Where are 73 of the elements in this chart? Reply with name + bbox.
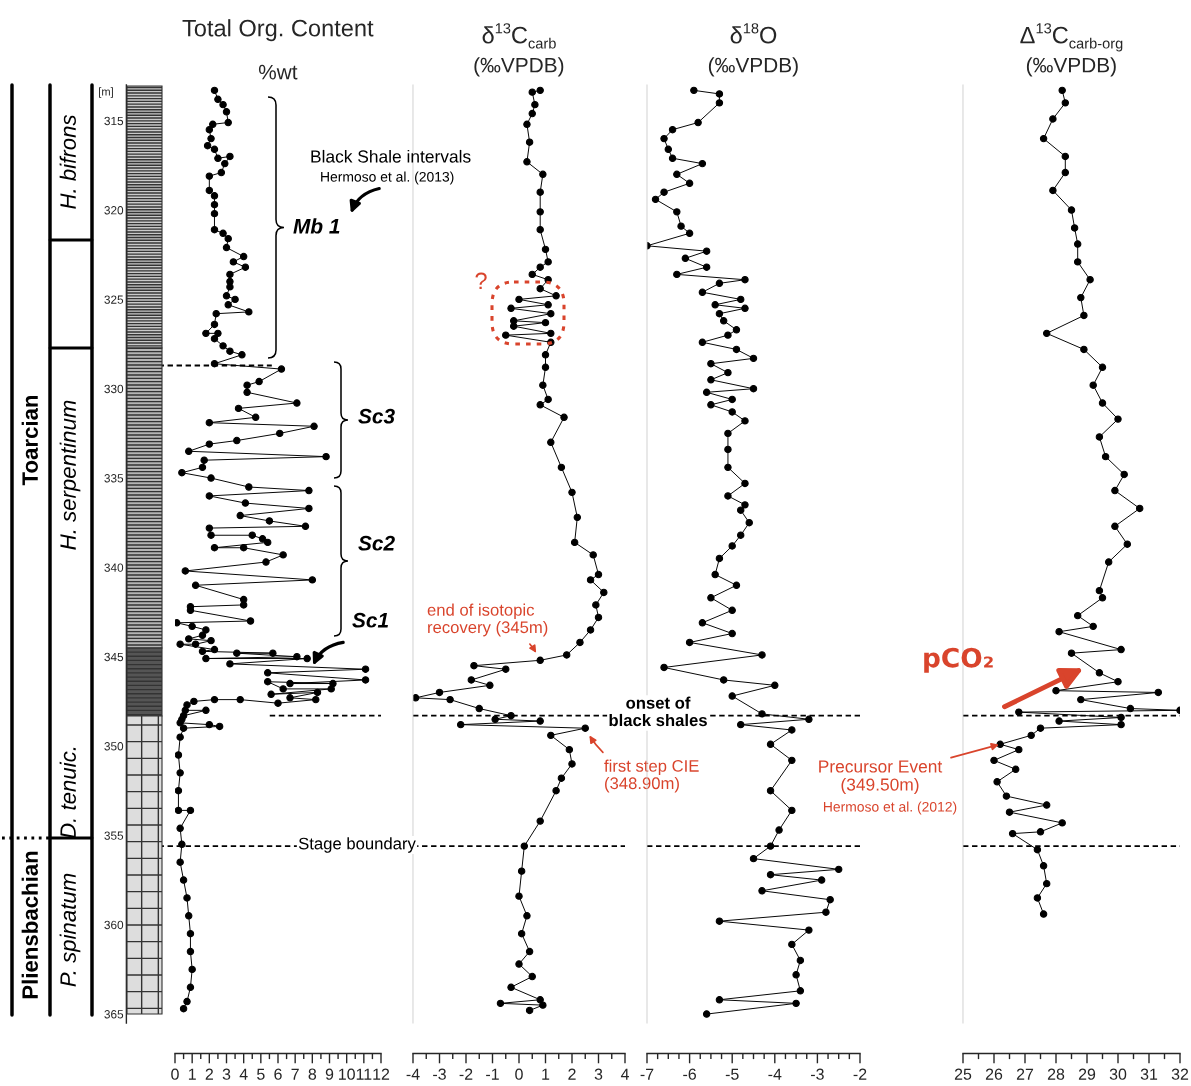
annotation: Sc3 bbox=[358, 408, 395, 424]
annotation: Hermoso et al. (2013) bbox=[321, 171, 454, 185]
x-tick-label: 6 bbox=[274, 1068, 282, 1080]
annotation: onset of black shales bbox=[609, 696, 707, 727]
x-tick-label: 7 bbox=[291, 1068, 299, 1080]
y-tick-label: 335 bbox=[104, 474, 124, 483]
annotation: Sc1 bbox=[352, 612, 388, 628]
y-tick-label: 320 bbox=[104, 206, 124, 215]
x-tick-label: 28 bbox=[1047, 1068, 1065, 1080]
annotation: ? bbox=[475, 272, 487, 290]
x-tick-label: 27 bbox=[1016, 1068, 1034, 1080]
x-tick-label: 2 bbox=[568, 1068, 576, 1080]
annotation: Black Shale intervals bbox=[311, 149, 471, 163]
x-tick-label: 29 bbox=[1078, 1068, 1096, 1080]
x-tick-label: -3 bbox=[811, 1068, 824, 1080]
x-tick-label: 5 bbox=[257, 1068, 265, 1080]
chart-subtitle: %wt bbox=[258, 64, 298, 80]
y-tick-label: 365 bbox=[104, 1010, 124, 1019]
x-tick-label: -2 bbox=[459, 1068, 473, 1080]
y-tick-label: 355 bbox=[104, 831, 124, 840]
x-tick-label: 0 bbox=[171, 1068, 179, 1080]
x-tick-label: -7 bbox=[640, 1068, 654, 1080]
annotation: Sc2 bbox=[358, 535, 395, 551]
text: D. tenuic. bbox=[59, 747, 76, 839]
x-tick-label: 1 bbox=[188, 1068, 196, 1080]
y-tick-label: 330 bbox=[104, 384, 124, 394]
x-tick-label: 25 bbox=[954, 1068, 972, 1080]
y-tick-label: 325 bbox=[104, 295, 124, 304]
x-tick-label: 3 bbox=[594, 1068, 603, 1080]
annotation: pCO₂ bbox=[924, 647, 993, 673]
text: Toarcian bbox=[21, 395, 38, 486]
annotation: Mb 1 bbox=[293, 218, 340, 234]
x-tick-label: 10 bbox=[339, 1068, 355, 1080]
x-tick-label: -4 bbox=[768, 1068, 782, 1080]
x-tick-label: 26 bbox=[985, 1068, 1003, 1080]
text: P. spinatum bbox=[59, 873, 81, 987]
y-tick-label: 350 bbox=[104, 742, 124, 751]
x-tick-label: -5 bbox=[725, 1068, 739, 1080]
x-tick-label: -4 bbox=[406, 1068, 420, 1080]
x-tick-label: -2 bbox=[853, 1068, 867, 1080]
x-tick-label: 0 bbox=[515, 1068, 523, 1080]
x-tick-label: 9 bbox=[325, 1068, 334, 1080]
x-tick-label: 11 bbox=[356, 1068, 372, 1080]
x-tick-label: -3 bbox=[433, 1068, 446, 1080]
y-tick-label: 345 bbox=[104, 652, 124, 662]
x-tick-label: 4 bbox=[239, 1068, 248, 1080]
text: H. serpentinum bbox=[59, 400, 81, 550]
y-axis-title: [m] bbox=[99, 87, 113, 98]
x-tick-label: 4 bbox=[620, 1068, 629, 1080]
chart-subtitle: (‰VPDB) bbox=[708, 57, 798, 77]
text: Pliensbachian bbox=[21, 851, 38, 999]
x-tick-label: 32 bbox=[1171, 1068, 1189, 1080]
x-tick-label: 2 bbox=[205, 1068, 213, 1080]
chart-subtitle: (‰VPDB) bbox=[1026, 57, 1116, 77]
x-tick-label: 12 bbox=[373, 1068, 390, 1080]
x-tick-label: 3 bbox=[222, 1068, 231, 1080]
x-tick-label: 30 bbox=[1109, 1068, 1127, 1080]
annotation: Hermoso et al. (2012) bbox=[823, 801, 957, 815]
chart-title: Total Org. Content bbox=[182, 19, 374, 42]
y-tick-label: 360 bbox=[104, 920, 124, 930]
x-tick-label: -1 bbox=[486, 1068, 499, 1080]
x-tick-label: 8 bbox=[308, 1068, 317, 1080]
y-tick-label: 340 bbox=[104, 563, 124, 572]
x-tick-label: -6 bbox=[683, 1068, 696, 1080]
annotation: first step CIE (348.90m) bbox=[604, 759, 699, 793]
annotation: Stage boundary bbox=[298, 837, 416, 853]
chart-subtitle: (‰VPDB) bbox=[474, 57, 564, 77]
x-tick-label: 31 bbox=[1140, 1068, 1158, 1080]
annotation: end of isotopic recovery (345m) bbox=[427, 603, 548, 637]
x-tick-label: 1 bbox=[542, 1068, 550, 1080]
text: H. bifrons bbox=[59, 114, 76, 209]
annotation: Precursor Event (349.50m) bbox=[819, 760, 943, 795]
y-tick-label: 315 bbox=[104, 116, 124, 126]
